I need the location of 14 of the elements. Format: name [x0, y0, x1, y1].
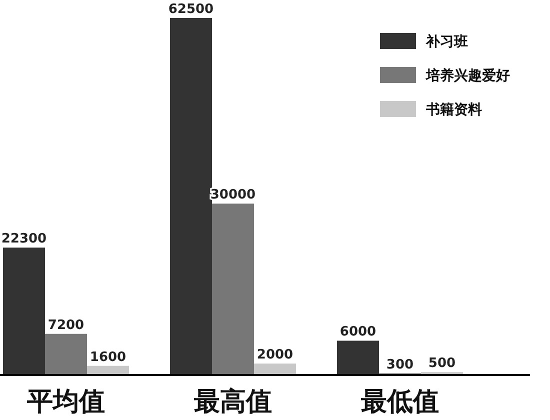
data-label: 2000	[256, 348, 294, 363]
data-label: 7200	[48, 318, 84, 333]
x-tick-label: 平均值	[26, 387, 105, 417]
legend-label: 培养兴趣爱好	[425, 67, 510, 84]
legend-label: 书籍资料	[425, 102, 482, 118]
data-label: 62500	[168, 2, 214, 17]
data-label: 1600	[90, 350, 126, 365]
data-label: 500	[428, 356, 456, 372]
x-tick-label: 最高值	[193, 387, 272, 417]
data-label: 300	[386, 357, 414, 372]
data-label: 6000	[340, 324, 376, 340]
x-tick-label: 最低值	[360, 387, 439, 417]
data-label: 22300	[1, 232, 47, 247]
legend-label: 补习班	[425, 33, 468, 50]
